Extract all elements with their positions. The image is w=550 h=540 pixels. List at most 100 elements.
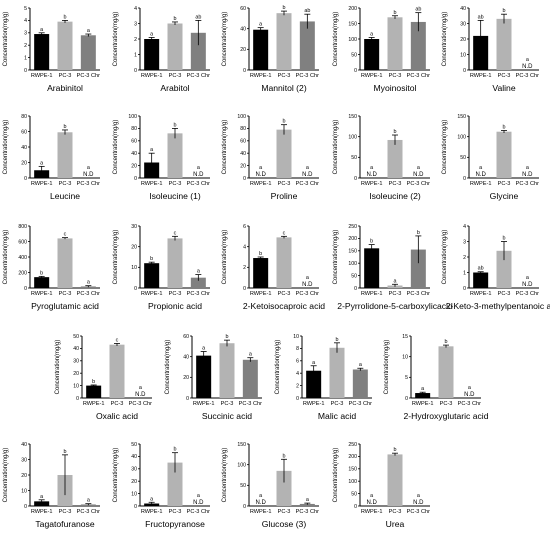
- y-tick-label: 50: [131, 442, 137, 448]
- y-tick-label: 0: [134, 68, 137, 74]
- significance-letter: b: [503, 236, 506, 242]
- chart-title: 2-Ketoisocaproic acid: [243, 301, 325, 311]
- significance-letter: b: [259, 251, 262, 257]
- chart-panel: 0 10 20 30 40 Concentration(mg/g) ab RWPE-1 b PC-…: [439, 0, 547, 104]
- y-tick-label: 20: [131, 479, 137, 485]
- significance-letter: a: [306, 275, 309, 281]
- chart-panel: 0 1 2 3 4 Concentration(mg/g) ab RWPE-1 b PC-3 N.D…: [439, 218, 550, 322]
- x-tick-label: PC-3 Chr: [187, 509, 210, 515]
- not-detected-label: N.D: [522, 172, 533, 178]
- y-tick-label: 10: [460, 52, 466, 58]
- y-axis-label: Concentration(mg/g): [222, 12, 228, 67]
- x-tick-label: RWPE-1: [250, 181, 272, 187]
- bar: [57, 238, 73, 288]
- significance-letter: ab: [304, 8, 310, 14]
- x-tick-label: PC-3: [389, 291, 402, 297]
- x-tick-label: PC-3: [169, 73, 182, 79]
- x-tick-label: PC-3 Chr: [407, 181, 430, 187]
- bar-chart-svg: 0 10 20 30 40 50 Concentration(mg/g) b RWPE-1 c PC…: [55, 334, 152, 421]
- x-tick-label: RWPE-1: [470, 73, 492, 79]
- y-tick-label: 100: [348, 134, 357, 140]
- chart-title: Glycine: [490, 191, 519, 201]
- y-tick-label: 0: [243, 68, 246, 74]
- y-tick-label: 200: [348, 454, 357, 460]
- significance-letter: b: [92, 379, 95, 385]
- y-tick-label: 1: [134, 52, 137, 58]
- chart-panel: 0 10 20 30 40 50 Concentration(mg/g) a RWPE-1 b PC…: [110, 436, 218, 540]
- y-tick-label: 0: [134, 286, 137, 292]
- x-tick-label: RWPE-1: [361, 181, 383, 187]
- y-tick-label: 40: [183, 354, 189, 360]
- x-tick-label: RWPE-1: [141, 291, 163, 297]
- y-tick-label: 20: [460, 37, 466, 43]
- bar: [473, 35, 489, 70]
- y-axis-label: Concentration(mg/g): [3, 120, 9, 175]
- y-tick-label: 0: [463, 286, 466, 292]
- y-tick-label: 0: [243, 286, 246, 292]
- significance-letter: b: [174, 447, 177, 453]
- bar: [306, 370, 322, 398]
- bar: [276, 129, 292, 178]
- significance-letter: c: [283, 230, 286, 236]
- not-detected-label: N.D: [366, 172, 377, 178]
- not-detected-label: N.D: [193, 172, 204, 178]
- y-tick-label: 20: [183, 375, 189, 381]
- bar: [299, 503, 315, 506]
- bar-chart-svg: 0 1 2 3 4 Concentration(mg/g) ab RWPE-1 b PC-3 N.D…: [442, 224, 550, 311]
- bar-chart-svg: 0 2 4 6 8 10 Concentration(mg/g) a RWPE-1 b PC-3 a P…: [275, 334, 372, 421]
- y-tick-label: 50: [351, 273, 357, 279]
- bar: [34, 277, 50, 288]
- x-tick-label: PC-3 Chr: [349, 401, 372, 407]
- y-tick-label: 10: [131, 491, 137, 497]
- y-axis-label: Concentration(mg/g): [442, 120, 448, 175]
- y-tick-label: 80: [21, 114, 27, 120]
- y-tick-label: 0: [463, 176, 466, 182]
- bar: [387, 285, 403, 288]
- x-tick-label: PC-3 Chr: [77, 73, 100, 79]
- significance-letter: a: [526, 275, 529, 281]
- significance-letter: a: [249, 352, 252, 358]
- y-axis-label: Concentration(mg/g): [55, 340, 61, 395]
- x-tick-label: PC-3: [440, 401, 453, 407]
- significance-letter: a: [306, 165, 309, 171]
- y-tick-label: 10: [131, 265, 137, 271]
- chart-title: Isoleucine (1): [149, 191, 201, 201]
- significance-letter: a: [40, 27, 43, 33]
- significance-letter: a: [359, 362, 362, 368]
- bar: [329, 347, 345, 398]
- significance-letter: a: [197, 269, 200, 275]
- y-tick-label: 10: [402, 354, 408, 360]
- y-tick-label: 0: [405, 396, 408, 402]
- bar: [473, 272, 489, 288]
- bar: [196, 355, 212, 398]
- chart-title: 2-Keto-3-methylpentanoic acid: [446, 301, 550, 311]
- y-axis-label: Concentration(mg/g): [113, 12, 119, 67]
- y-tick-label: 0: [296, 396, 299, 402]
- y-tick-label: 150: [237, 442, 246, 448]
- y-tick-label: 4: [134, 6, 137, 12]
- bar: [242, 359, 258, 398]
- y-tick-label: 0: [76, 396, 79, 402]
- significance-letter: b: [394, 10, 397, 16]
- significance-letter: ab: [415, 7, 421, 13]
- y-tick-label: 4: [463, 224, 466, 230]
- x-tick-label: PC-3 Chr: [516, 73, 539, 79]
- y-tick-label: 5: [405, 375, 408, 381]
- y-tick-label: 2: [134, 37, 137, 43]
- x-tick-label: PC-3 Chr: [458, 401, 481, 407]
- x-tick-label: PC-3 Chr: [296, 291, 319, 297]
- bar: [299, 21, 315, 70]
- significance-letter: a: [468, 385, 471, 391]
- significance-letter: a: [150, 496, 153, 502]
- chart-panel: 0 20 40 60 Concentration(mg/g) a RWPE-1 b PC-3 a P…: [162, 328, 270, 432]
- significance-letter: b: [370, 239, 373, 245]
- y-tick-label: 0: [134, 504, 137, 510]
- bar: [219, 343, 235, 398]
- x-tick-label: PC-3: [59, 291, 72, 297]
- y-tick-label: 2: [24, 43, 27, 49]
- chart-title: Leucine: [50, 191, 80, 201]
- y-tick-label: 200: [18, 270, 27, 276]
- bar: [167, 133, 183, 178]
- bar: [387, 454, 403, 506]
- chart-title: Pyroglutamic acid: [31, 301, 99, 311]
